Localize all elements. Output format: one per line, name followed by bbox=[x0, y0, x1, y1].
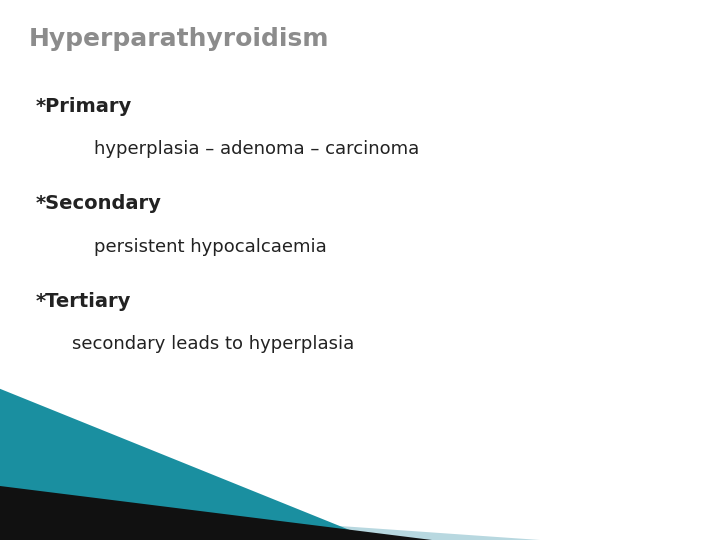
Text: *Tertiary: *Tertiary bbox=[36, 292, 131, 310]
Text: Hyperparathyroidism: Hyperparathyroidism bbox=[29, 27, 329, 51]
Polygon shape bbox=[0, 389, 374, 540]
Text: hyperplasia – adenoma – carcinoma: hyperplasia – adenoma – carcinoma bbox=[94, 140, 419, 158]
Polygon shape bbox=[0, 486, 432, 540]
Text: secondary leads to hyperplasia: secondary leads to hyperplasia bbox=[72, 335, 354, 353]
Text: persistent hypocalcaemia: persistent hypocalcaemia bbox=[94, 238, 326, 255]
Polygon shape bbox=[0, 502, 540, 540]
Text: *Primary: *Primary bbox=[36, 97, 132, 116]
Text: *Secondary: *Secondary bbox=[36, 194, 162, 213]
